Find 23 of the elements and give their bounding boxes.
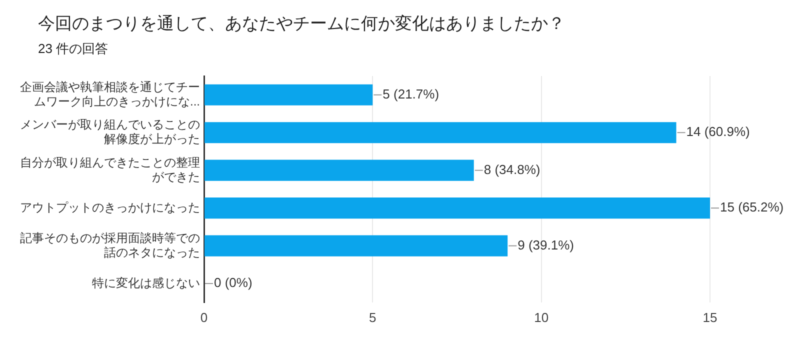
y-tick-label: 企画会議や執筆相談を通じてチームワーク向上のきっかけにな... — [20, 80, 200, 108]
bar — [204, 122, 676, 144]
data-label: 5 (21.7%) — [382, 86, 440, 102]
y-tick-label: 自分が取り組んできたことの整理ができた — [20, 155, 200, 184]
data-label: 0 (0%) — [214, 275, 252, 290]
data-label: 8 (34.8%) — [484, 162, 540, 177]
x-tick-label: 15 — [702, 310, 718, 325]
bar — [204, 235, 508, 256]
chart-title: 今回のまつりを通して、あなたやチームに何か変化はありましたか？ — [38, 13, 565, 35]
x-tick-label: 5 — [369, 310, 376, 325]
bar — [204, 84, 373, 106]
y-tick-label: アウトプットのきっかけになった — [20, 200, 200, 214]
data-label: 14 (60.9%) — [686, 124, 750, 140]
y-tick-label: メンバーが取り組んでいることの解像度が上がった — [20, 118, 200, 146]
y-tick-label: 特に変化は感じない — [92, 276, 200, 290]
text: 23 件の回答 — [38, 40, 108, 58]
x-tick-label: 0 — [200, 310, 208, 325]
x-tick-label: 10 — [534, 310, 549, 325]
y-tick-label: 記事そのものが採用面談時等での話のネタになった — [20, 230, 200, 260]
bar — [204, 160, 474, 181]
data-label: 15 (65.2%) — [720, 200, 784, 215]
bar — [204, 198, 710, 219]
data-label: 9 (39.1%) — [518, 237, 574, 252]
